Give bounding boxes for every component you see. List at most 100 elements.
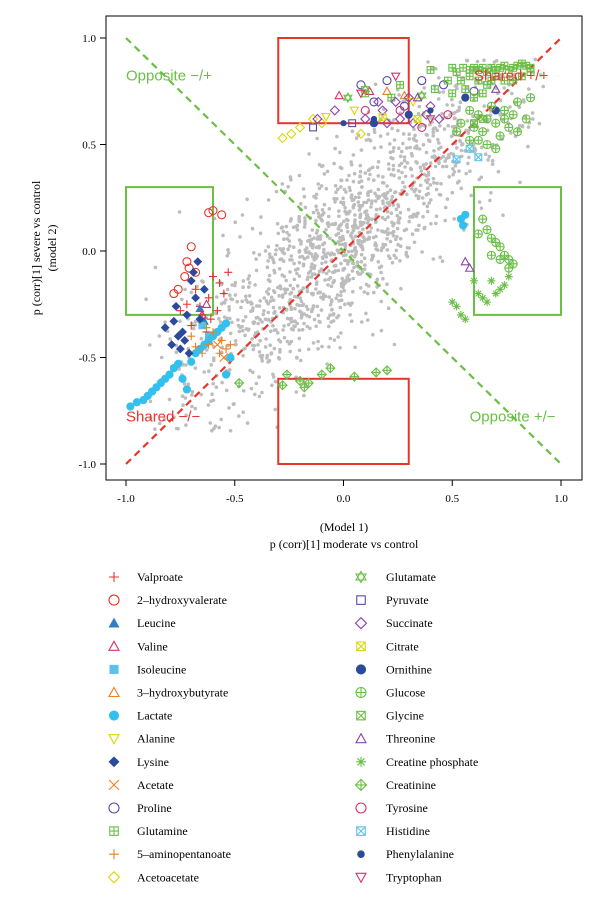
background-point bbox=[329, 284, 334, 289]
background-point bbox=[402, 155, 407, 159]
background-point bbox=[441, 164, 445, 169]
background-point bbox=[327, 269, 331, 273]
background-point bbox=[319, 267, 324, 272]
background-point bbox=[418, 183, 423, 188]
background-point bbox=[415, 211, 420, 216]
background-point bbox=[434, 67, 438, 71]
background-point bbox=[325, 169, 330, 174]
background-point bbox=[370, 217, 374, 221]
background-point bbox=[388, 142, 392, 146]
point-succinate-8 bbox=[390, 96, 401, 108]
background-point bbox=[267, 273, 272, 278]
background-point bbox=[490, 162, 495, 166]
background-point bbox=[341, 267, 346, 272]
background-point bbox=[379, 145, 383, 149]
legend-label-valine: Valine bbox=[137, 639, 168, 653]
background-point bbox=[233, 339, 238, 343]
background-point bbox=[415, 146, 419, 151]
point-glucose-8 bbox=[478, 127, 488, 137]
background-point bbox=[249, 386, 254, 391]
background-point bbox=[420, 250, 424, 254]
point-glucose-18 bbox=[491, 144, 501, 154]
background-point bbox=[363, 263, 367, 267]
point-creatinine-4 bbox=[316, 369, 327, 380]
background-point bbox=[225, 287, 230, 292]
background-point bbox=[261, 312, 266, 317]
point-valproate-1 bbox=[191, 285, 200, 294]
point-creatine-phosphate-2 bbox=[456, 310, 465, 319]
background-point bbox=[465, 119, 470, 123]
background-point bbox=[343, 205, 347, 210]
background-point bbox=[326, 277, 331, 282]
background-point bbox=[324, 271, 329, 276]
y-tick-label-4: 1.0 bbox=[82, 33, 96, 45]
point-lysine-10 bbox=[167, 340, 177, 350]
background-point bbox=[501, 213, 505, 217]
background-point bbox=[168, 337, 172, 341]
x-tick-label-3: 0.5 bbox=[445, 493, 459, 505]
background-point bbox=[373, 199, 378, 203]
background-point bbox=[316, 211, 321, 216]
background-point bbox=[403, 185, 407, 189]
background-point bbox=[351, 179, 356, 184]
background-point bbox=[339, 290, 344, 294]
background-point bbox=[332, 338, 337, 342]
background-point bbox=[459, 148, 464, 153]
background-point bbox=[464, 171, 469, 176]
point-glutamine-12 bbox=[500, 61, 509, 70]
background-point bbox=[339, 178, 344, 183]
point-creatine-phosphate-0 bbox=[448, 298, 457, 307]
background-point bbox=[401, 141, 405, 146]
legend-marker-tyrosine bbox=[355, 802, 367, 814]
background-point bbox=[258, 231, 263, 236]
region-labels: Opposite −/+ Shared +/+ Shared −/− Opposite… bbox=[126, 68, 556, 426]
background-point bbox=[302, 194, 307, 199]
region-box-1 bbox=[277, 377, 410, 465]
point-acetoacetate-2 bbox=[294, 122, 306, 133]
x-axis-title-line2: p (corr)[1] moderate vs control bbox=[270, 537, 419, 551]
point-succinate-6 bbox=[434, 113, 445, 125]
background-point bbox=[217, 425, 221, 430]
point-2-hydroxyvalerate-6 bbox=[180, 272, 190, 282]
background-point bbox=[386, 227, 390, 231]
background-point bbox=[369, 205, 373, 209]
point-acetate-1 bbox=[219, 353, 229, 362]
point-valproate-0 bbox=[182, 300, 191, 309]
background-point bbox=[241, 279, 246, 283]
legend-label-lactate: Lactate bbox=[137, 709, 172, 723]
background-point bbox=[330, 307, 334, 312]
background-point bbox=[268, 329, 273, 334]
background-point bbox=[397, 93, 401, 97]
background-point bbox=[217, 316, 221, 321]
point-tryptophan-2 bbox=[425, 115, 436, 125]
point-glutamine-29 bbox=[448, 89, 457, 98]
background-point bbox=[305, 324, 310, 329]
background-point bbox=[265, 265, 270, 270]
background-point bbox=[250, 337, 254, 341]
legend-marker-valine bbox=[108, 640, 120, 651]
background-point bbox=[488, 198, 492, 203]
background-point bbox=[346, 249, 351, 254]
background-point bbox=[330, 222, 335, 226]
background-point bbox=[332, 264, 337, 268]
background-point bbox=[397, 217, 401, 222]
point-alanine-0 bbox=[321, 113, 332, 122]
background-point bbox=[183, 287, 187, 292]
legend-marker-histidine bbox=[356, 826, 366, 836]
background-point bbox=[483, 152, 488, 156]
point-succinate-2 bbox=[381, 118, 393, 129]
background-point bbox=[336, 187, 340, 192]
background-point bbox=[527, 87, 531, 91]
background-point bbox=[289, 320, 294, 324]
background-point bbox=[374, 234, 378, 239]
point-glutamine-30 bbox=[461, 85, 470, 94]
background-point bbox=[326, 221, 330, 225]
background-point bbox=[392, 342, 397, 347]
background-point bbox=[437, 141, 441, 145]
background-point bbox=[291, 286, 296, 291]
background-point bbox=[359, 252, 364, 257]
legend: Valproate 2–hydroxyvalerate Leucine Valine I… bbox=[107, 570, 478, 884]
background-point bbox=[350, 269, 355, 273]
point-succinate-0 bbox=[312, 113, 323, 125]
point-tyrosine-3 bbox=[417, 122, 427, 133]
